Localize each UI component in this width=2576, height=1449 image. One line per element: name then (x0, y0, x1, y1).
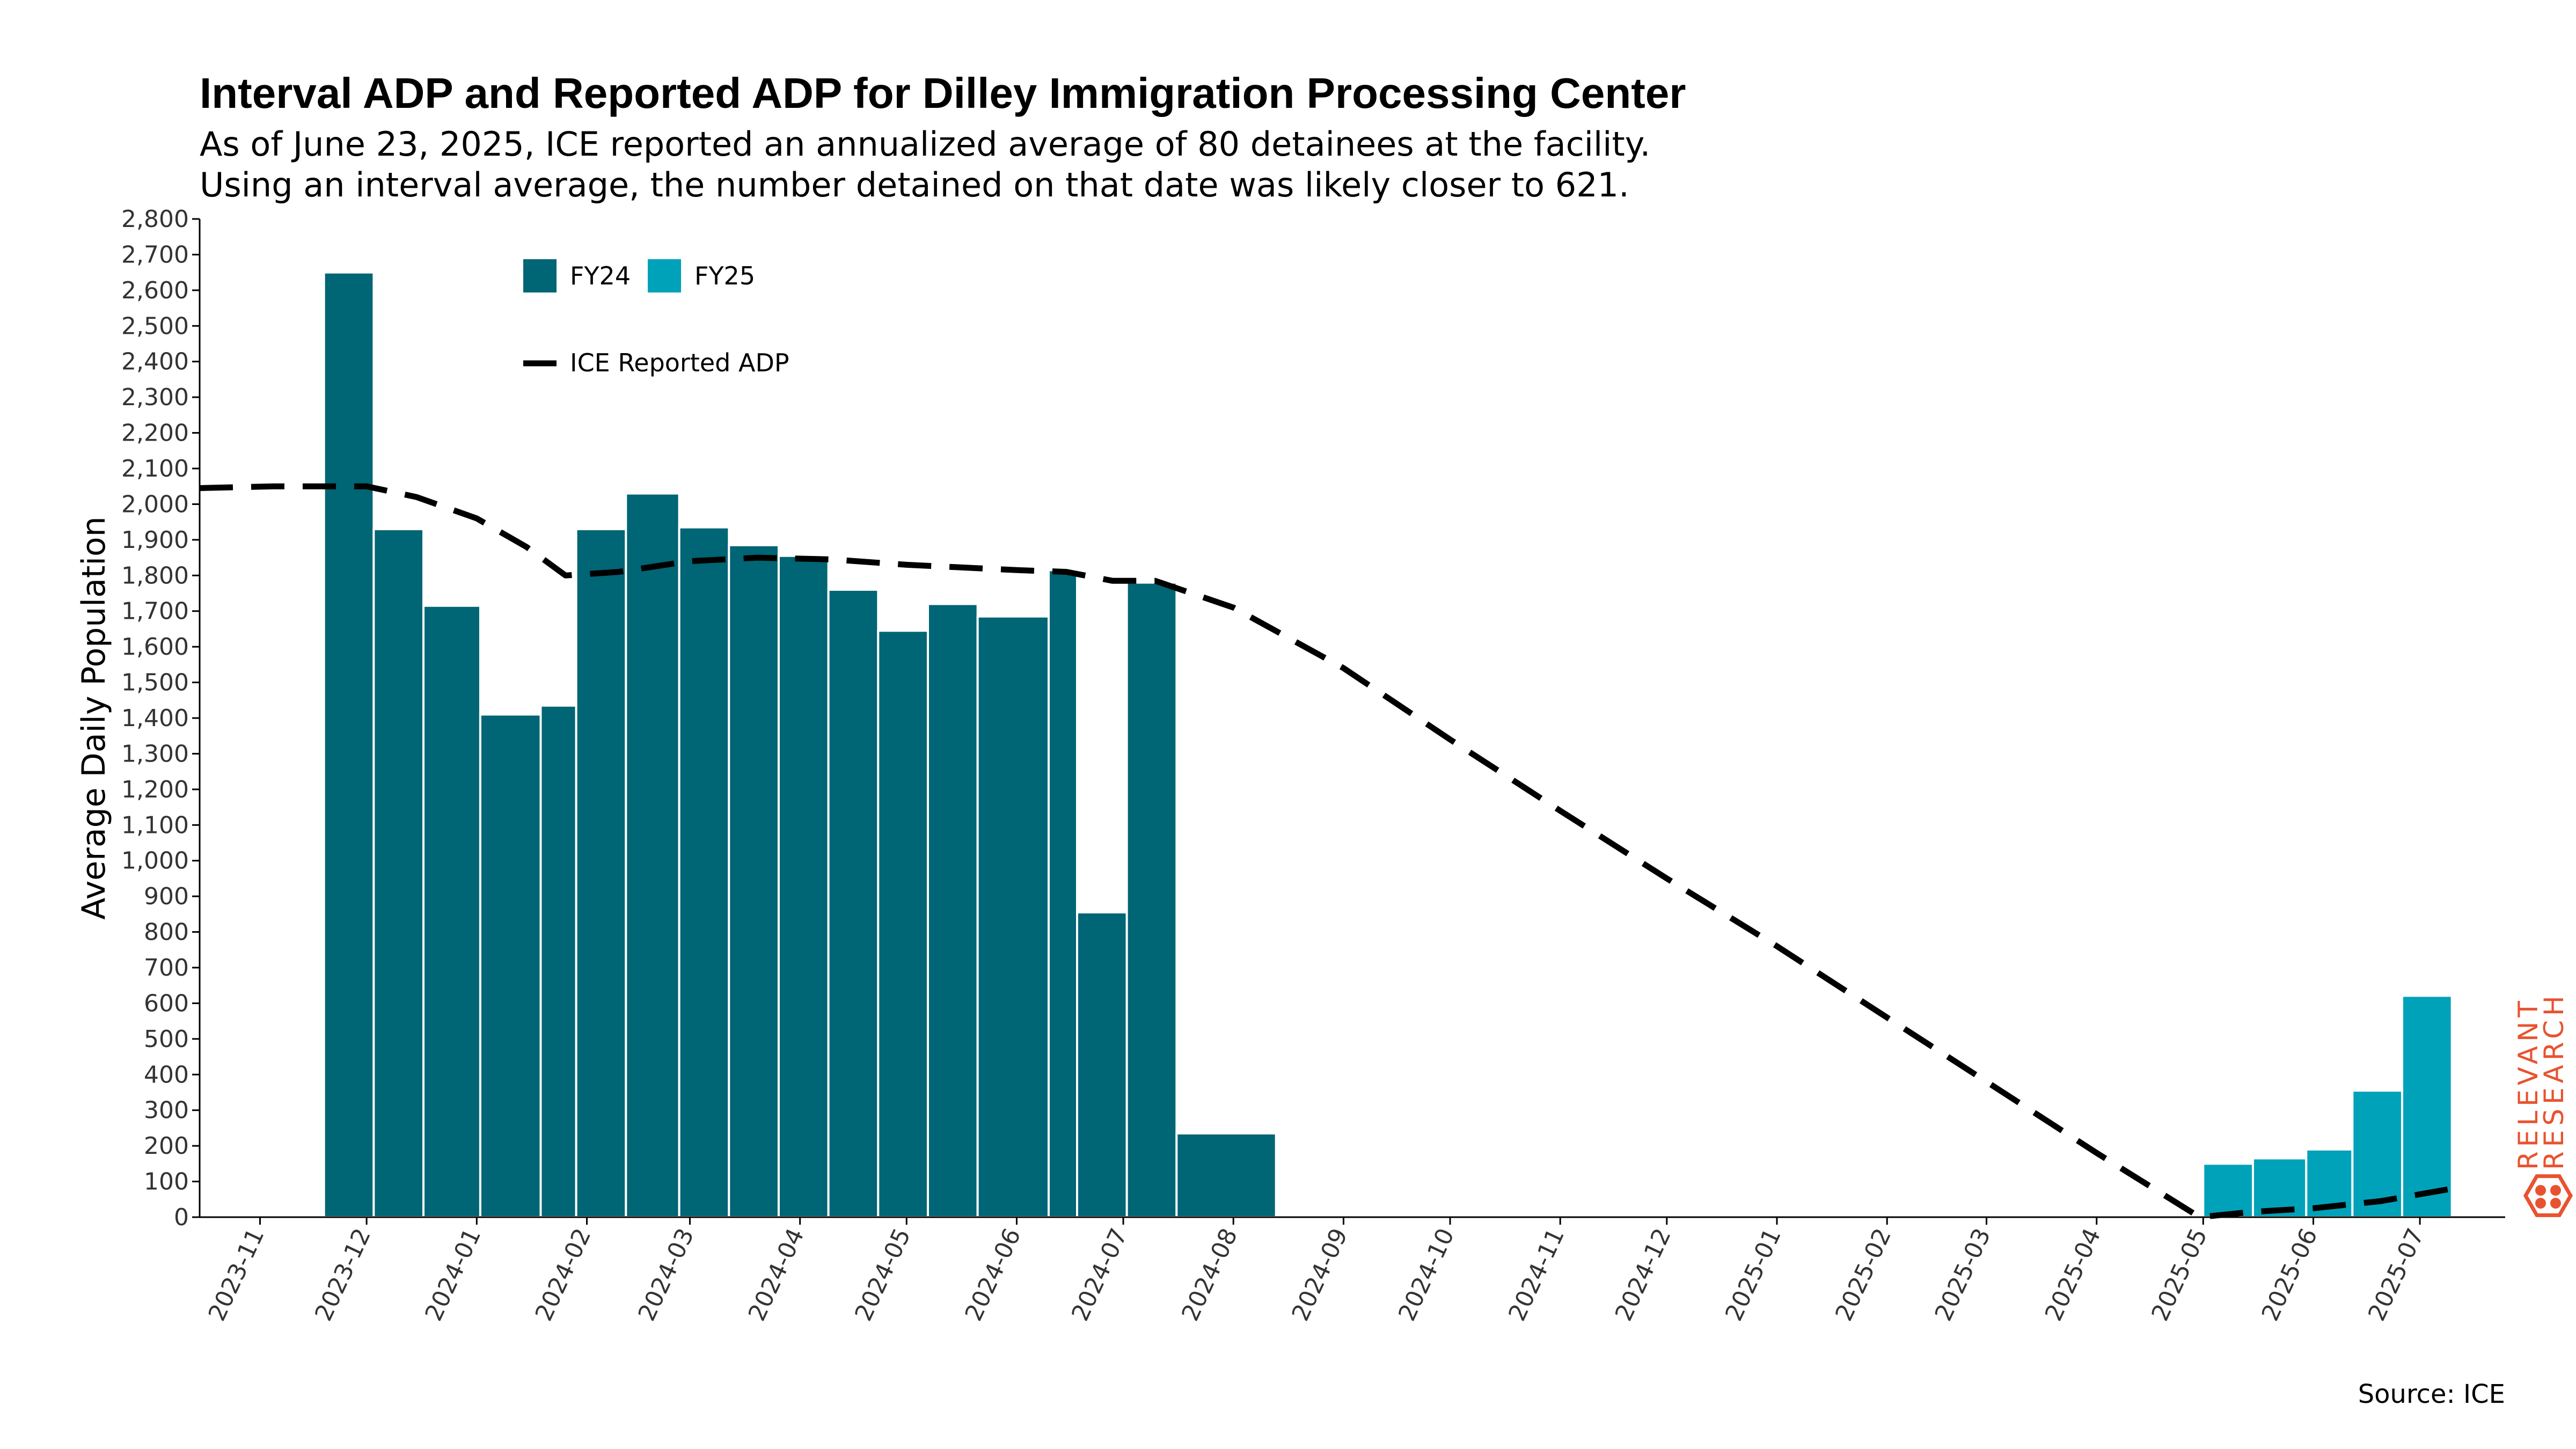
bar-fy24-3 (422, 604, 481, 1218)
x-tick-label: 2024-09 (1287, 1224, 1353, 1325)
y-tick-label: 1,500 (121, 669, 189, 697)
y-tick-label: 2,300 (121, 384, 189, 411)
y-tick-label: 100 (144, 1168, 189, 1196)
y-tick-label: 1,300 (121, 740, 189, 767)
bar-fy24-17 (1125, 581, 1178, 1218)
bar-fy25-1 (2202, 1162, 2255, 1219)
bar-fy24-16 (1075, 911, 1128, 1219)
x-tick-label: 2024-07 (1066, 1224, 1133, 1325)
bar-fy24-2 (372, 528, 425, 1218)
x-tick-label: 2024-01 (420, 1224, 486, 1325)
x-tick-label: 2024-08 (1176, 1224, 1243, 1325)
y-tick-label: 200 (144, 1132, 189, 1160)
legend-swatch-fy25 (648, 259, 681, 292)
y-tick-label: 1,200 (121, 776, 189, 803)
legend-label-reported: ICE Reported ADP (570, 348, 789, 377)
x-tick-label: 2024-05 (850, 1224, 916, 1325)
legend: FY24 FY25 ICE Reported ADP (523, 259, 789, 377)
bar-fy24-8 (678, 526, 730, 1218)
y-tick-label: 1,400 (121, 705, 189, 732)
y-tick-label: 1,700 (121, 598, 189, 625)
reported-adp-line-layer (199, 483, 2453, 1220)
bar-fy24-10 (777, 554, 830, 1218)
bar-fy24-13 (926, 603, 979, 1218)
x-tick-label: 2024-06 (960, 1224, 1027, 1325)
x-tick-label: 2025-05 (2146, 1224, 2213, 1325)
chart-title: Interval ADP and Reported ADP for Dilley… (200, 69, 1686, 117)
x-tick-label: 2025-06 (2257, 1224, 2323, 1325)
legend-label-fy24: FY24 (570, 261, 631, 290)
y-tick-label: 2,200 (121, 420, 189, 447)
y-tick-label: 500 (144, 1026, 189, 1053)
y-tick-label: 2,100 (121, 455, 189, 482)
bar-fy24-15 (1048, 569, 1078, 1218)
x-tick-label: 2024-12 (1610, 1224, 1677, 1325)
legend-swatch-fy24 (523, 259, 557, 292)
x-tick-label: 2025-07 (2363, 1224, 2429, 1325)
y-tick-label: 2,000 (121, 491, 189, 518)
bar-fy24-7 (625, 492, 680, 1218)
bar-fy24-14 (976, 615, 1050, 1218)
y-tick-label: 700 (144, 954, 189, 982)
x-tick-label: 2023-11 (203, 1224, 270, 1325)
x-tick-label: 2025-04 (2040, 1224, 2106, 1325)
hexagon-dot (2550, 1185, 2561, 1196)
chart-subtitle-line-1: As of June 23, 2025, ICE reported an ann… (200, 125, 1651, 164)
bar-fy24-6 (575, 528, 627, 1218)
hexagon-dot (2535, 1198, 2546, 1209)
y-tick-label: 2,500 (121, 312, 189, 340)
x-tick-label: 2024-03 (633, 1224, 700, 1325)
y-axis-label: Average Daily Population (75, 516, 113, 920)
hexagon-outline (2523, 1174, 2573, 1217)
y-tick-label: 2,700 (121, 241, 189, 268)
bar-fy24-4 (479, 713, 542, 1219)
brand-text-line-2: RESEARCH (2538, 991, 2570, 1170)
y-tick-label: 1,600 (121, 633, 189, 661)
source-note: Source: ICE (2358, 1379, 2505, 1409)
ice-reported-adp-line (199, 483, 2453, 1220)
x-tick-label: 2025-01 (1720, 1224, 1787, 1325)
x-tick-label: 2023-12 (310, 1224, 376, 1325)
hexagon-logo-icon (2523, 1174, 2573, 1217)
bar-fy25-5 (2401, 994, 2453, 1218)
y-tick-label: 0 (174, 1204, 189, 1231)
hexagon-dot (2535, 1185, 2546, 1196)
bar-fy24-11 (827, 588, 880, 1218)
y-tick-label: 1,900 (121, 526, 189, 554)
bar-fy24-18 (1175, 1132, 1277, 1218)
bar-fy24-9 (728, 544, 780, 1218)
y-tick-label: 300 (144, 1097, 189, 1124)
x-tick-label: 2025-03 (1930, 1224, 1996, 1325)
x-tick-label: 2024-11 (1503, 1224, 1570, 1325)
x-tick-label: 2024-02 (530, 1224, 597, 1325)
y-tick-label: 2,800 (121, 206, 189, 233)
bar-fy24-5 (539, 704, 577, 1218)
y-tick-label: 1,100 (121, 811, 189, 839)
x-tick-label: 2024-04 (743, 1224, 810, 1325)
bars-layer (323, 271, 2453, 1219)
y-tick-label: 400 (144, 1061, 189, 1088)
y-tick-label: 900 (144, 883, 189, 910)
chart-subtitle-line-2: Using an interval average, the number de… (200, 165, 1629, 204)
x-tick-label: 2025-02 (1830, 1224, 1897, 1325)
bar-fy24-12 (877, 630, 929, 1218)
y-tick-label: 1,000 (121, 847, 189, 875)
y-tick-label: 600 (144, 990, 189, 1017)
y-tick-label: 2,400 (121, 348, 189, 376)
legend-label-fy25: FY25 (694, 261, 755, 290)
brand-text-line-1: RELEVANT (2513, 997, 2544, 1170)
hexagon-dot (2550, 1198, 2561, 1209)
x-tick-label: 2024-10 (1393, 1224, 1460, 1325)
y-tick-label: 800 (144, 919, 189, 946)
y-tick-label: 1,800 (121, 562, 189, 589)
bar-fy24-1 (323, 271, 375, 1219)
y-tick-label: 2,600 (121, 277, 189, 304)
